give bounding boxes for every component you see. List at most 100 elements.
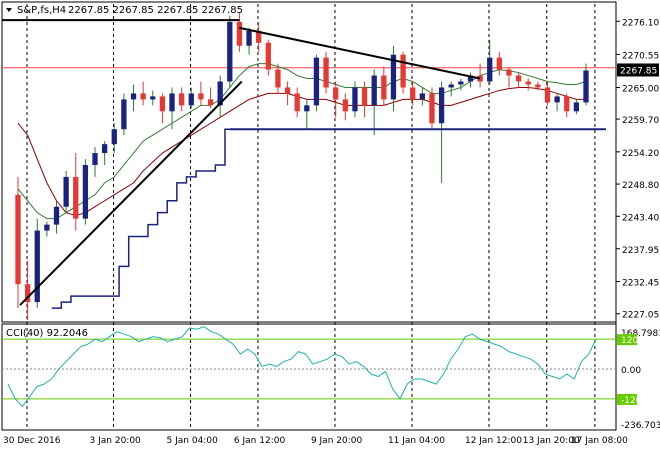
price-tick-label: 2243.40	[622, 213, 659, 223]
time-axis-label: 6 Jan 12:00	[234, 436, 286, 446]
candle-body[interactable]	[573, 102, 580, 112]
cci-label: CCI(40) 92.2046	[6, 328, 88, 339]
candle-body[interactable]	[256, 30, 262, 43]
candle-body[interactable]	[53, 206, 60, 225]
cci-axis-label: 0.00	[621, 366, 641, 376]
price-tick-label: 2276.10	[622, 18, 659, 28]
candle-body[interactable]	[294, 93, 300, 112]
candle-body[interactable]	[429, 93, 435, 124]
candle-body[interactable]	[390, 54, 397, 100]
price-tick-label: 2248.80	[622, 181, 659, 191]
chart-header: S&P,fs,H4 2267.85 2267.85 2267.85 2267.8…	[6, 5, 243, 16]
candle-body[interactable]	[544, 87, 551, 103]
candle-body[interactable]	[44, 224, 50, 231]
trendlines-layer	[2, 19, 606, 306]
candle-body[interactable]	[467, 75, 474, 82]
candle-body[interactable]	[410, 87, 416, 100]
cci-line	[7, 326, 597, 408]
candle-body[interactable]	[535, 84, 541, 88]
price-tick-label: 2227.05	[622, 311, 659, 321]
current-price-label: 2267.85	[620, 66, 657, 76]
uptrend-line[interactable]	[19, 80, 243, 306]
candle-body[interactable]	[525, 81, 531, 85]
candle-body[interactable]	[313, 57, 320, 106]
ma-slow-line	[17, 86, 586, 217]
price-tick-label: 2270.55	[622, 51, 659, 61]
candle-body[interactable]	[323, 57, 329, 88]
grid-layer	[26, 4, 596, 430]
price-tick-label: 2265.00	[622, 84, 659, 94]
candle-body[interactable]	[506, 69, 512, 76]
candle-body[interactable]	[342, 99, 348, 112]
candle-body[interactable]	[82, 164, 89, 219]
price-tick-label: 2254.20	[622, 149, 659, 159]
time-axis-label: 12 Jan 12:00	[465, 436, 522, 446]
candles-layer	[15, 12, 589, 320]
candle-body[interactable]	[487, 57, 493, 82]
candle-body[interactable]	[207, 99, 214, 106]
downtrend-line[interactable]	[239, 26, 481, 80]
candle-body[interactable]	[227, 21, 233, 82]
candle-body[interactable]	[111, 129, 117, 145]
current-price-box	[617, 63, 659, 77]
candle-body[interactable]	[169, 93, 175, 112]
candle-body[interactable]	[448, 84, 454, 88]
candle-body[interactable]	[121, 99, 127, 130]
candle-body[interactable]	[140, 93, 146, 100]
candle-body[interactable]	[34, 230, 40, 303]
candle-body[interactable]	[73, 176, 79, 219]
candle-body[interactable]	[371, 75, 377, 106]
candle-body[interactable]	[92, 153, 98, 165]
candle-body[interactable]	[333, 87, 339, 100]
candle-body[interactable]	[400, 54, 406, 88]
cci-level-badge	[617, 334, 637, 346]
cci-axis-label: -236.7035	[621, 421, 660, 431]
candle-body[interactable]	[458, 81, 464, 85]
dropdown-triangle-icon[interactable]	[6, 8, 12, 12]
candle-body[interactable]	[63, 176, 69, 207]
time-axis-label: 30 Dec 2016	[3, 436, 61, 446]
cci-axis-label: -120	[621, 396, 642, 406]
price-tick-label: 2232.45	[622, 279, 659, 289]
candle-body[interactable]	[236, 21, 243, 46]
candle-body[interactable]	[265, 42, 271, 70]
candle-body[interactable]	[24, 284, 31, 303]
candle-body[interactable]	[159, 96, 166, 112]
time-axis-label: 13 Jan 20:00	[523, 436, 580, 446]
candle-body[interactable]	[284, 87, 291, 94]
candle-body[interactable]	[583, 70, 589, 103]
candle-body[interactable]	[361, 87, 368, 106]
candle-body[interactable]	[352, 87, 358, 112]
symbol-label: S&P,fs,H4	[17, 5, 66, 16]
time-axis-label: 5 Jan 04:00	[167, 436, 219, 446]
candle-body[interactable]	[15, 194, 21, 285]
ohlc-label: 2267.85 2267.85 2267.85 2267.85	[68, 5, 243, 16]
candle-body[interactable]	[198, 93, 204, 100]
candle-body[interactable]	[246, 30, 252, 46]
candle-body[interactable]	[217, 81, 223, 106]
time-axis-label: 3 Jan 20:00	[90, 436, 142, 446]
candle-body[interactable]	[515, 75, 522, 82]
time-axis-label: 17 Jan 08:00	[571, 436, 628, 446]
axis-labels-layer: 2276.10 2270.55 2265.00 2259.70 2254.20 2248.…	[3, 18, 660, 446]
price-tick-label: 2237.95	[622, 246, 659, 256]
candle-body[interactable]	[130, 93, 137, 100]
indicator-plot-frame[interactable]	[1, 323, 617, 431]
candle-body[interactable]	[275, 69, 281, 88]
candle-body[interactable]	[381, 75, 387, 100]
cci-axis-label: 168.7981	[621, 329, 660, 339]
candle-body[interactable]	[419, 93, 425, 100]
time-axis-label: 9 Jan 20:00	[311, 436, 363, 446]
price-tick-label: 2259.70	[622, 116, 659, 126]
candle-body[interactable]	[496, 57, 503, 70]
candle-body[interactable]	[554, 96, 560, 103]
candle-body[interactable]	[304, 105, 310, 112]
candle-body[interactable]	[564, 96, 570, 112]
candle-body[interactable]	[179, 93, 185, 106]
candle-body[interactable]	[101, 144, 108, 154]
candle-body[interactable]	[188, 93, 194, 106]
candle-body[interactable]	[150, 96, 156, 100]
candle-body[interactable]	[438, 87, 445, 124]
cci-level-badge	[617, 393, 637, 405]
